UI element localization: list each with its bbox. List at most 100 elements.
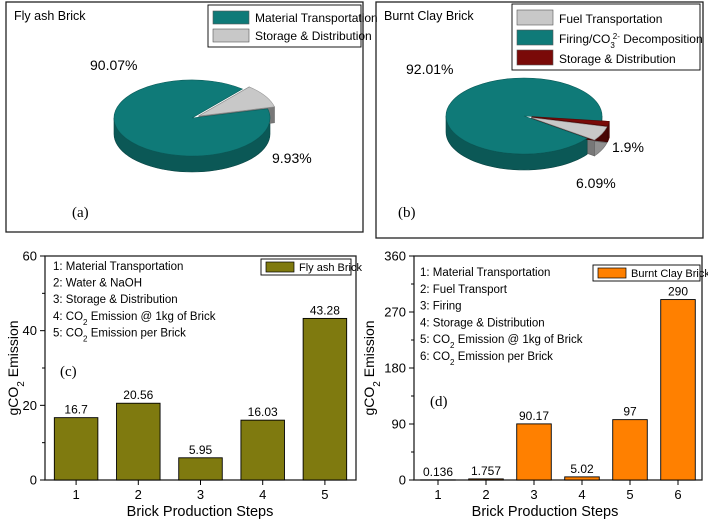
pie-b-value-0: 6.09% — [576, 175, 616, 191]
pie-a-value-0: 90.07% — [90, 57, 137, 73]
panel-a-title: Fly ash Brick — [14, 9, 86, 23]
bars-d: 0.136 1.757 90.17 5.02 97 290 — [420, 285, 696, 481]
y-tick-label-40: 40 — [23, 323, 37, 338]
pie-a: 90.07% 9.93% — [90, 57, 312, 173]
x-tick-label-2: 2 — [135, 487, 142, 502]
bar-value-2: 1.757 — [471, 464, 501, 478]
panel-b-title: Burnt Clay Brick — [384, 9, 474, 23]
pie-b-value-2: 1.9% — [612, 139, 644, 155]
pie-slice-2 — [531, 116, 610, 127]
legend-b-swatch-1 — [516, 29, 554, 46]
bar-legend-swatch — [265, 261, 295, 273]
bar-3 — [516, 423, 552, 481]
bar-value-4: 5.02 — [570, 462, 594, 476]
pie-a-value-1: 9.93% — [272, 150, 312, 166]
y-tick-label-360: 360 — [384, 249, 406, 264]
legend-d: Burnt Clay Brick — [592, 264, 708, 282]
x-tick-label-6: 6 — [674, 487, 681, 502]
legend-swatch-1 — [212, 28, 250, 43]
note-1: 1: Material Transportation — [53, 261, 183, 273]
bar-5 — [612, 419, 648, 481]
y-tick-label-180: 180 — [384, 361, 406, 376]
bar-legend-swatch — [597, 267, 627, 279]
panel-a-label: (a) — [72, 205, 89, 221]
legend-a: Material Transportation Storage & Distrib… — [207, 4, 378, 48]
notes-c: 1: Material Transportation 2: Water & NaO… — [53, 261, 216, 343]
note-4: 4: Storage & Distribution — [420, 317, 545, 329]
pie-slice-0 — [531, 117, 608, 141]
legend-label-0: Material Transportation — [255, 11, 378, 25]
pie-b: 92.01% 1.9% 6.09% — [406, 61, 644, 191]
bar-value-5: 97 — [623, 405, 637, 419]
panel-a-frame — [5, 1, 364, 233]
legend-b: Fuel Transportation Firing/CO32- Decompos… — [511, 3, 703, 71]
legend-label-1: Storage & Distribution — [255, 29, 372, 43]
y-tick-label-270: 270 — [384, 305, 406, 320]
panel-b-label: (b) — [398, 205, 416, 221]
pie-slice-1 — [198, 86, 275, 117]
legend-b-label-2: Storage & Distribution — [559, 52, 676, 66]
legend-b-label-1: Firing/CO32- Decomposition — [559, 32, 703, 50]
y-tick-label-0: 0 — [399, 473, 406, 488]
note-1: 1: Material Transportation — [420, 267, 550, 279]
pie-slice-1 — [445, 77, 603, 155]
y-tick-label-20: 20 — [23, 398, 37, 413]
x-tick-label-2: 2 — [482, 487, 489, 502]
note-2: 2: Fuel Transport — [420, 284, 508, 296]
x-tick-label-3: 3 — [197, 487, 204, 502]
panel-c-ylabel: gCO2 Emission — [5, 320, 27, 415]
note-3: 3: Storage & Distribution — [53, 294, 178, 306]
legend-c: Fly ash Brick — [260, 258, 362, 276]
x-tick-label-4: 4 — [259, 487, 266, 502]
bar-value-6: 290 — [668, 285, 688, 299]
axes-d: 1 2 3 4 5 6 0 90 180 270 360 — [384, 249, 681, 503]
bar-2 — [116, 402, 161, 481]
notes-d: 1: Material Transportation 2: Fuel Transp… — [420, 267, 583, 367]
bar-4 — [564, 476, 600, 481]
note-6: 6: CO2 Emission per Brick — [420, 351, 553, 367]
x-tick-label-5: 5 — [321, 487, 328, 502]
panel-d: 0.136 1.757 90.17 5.02 97 290 1 2 3 4 5 6 0 90 180 270… — [361, 249, 708, 521]
bar-value-5: 43.28 — [310, 303, 340, 317]
panel-c-xlabel: Brick Production Steps — [127, 504, 274, 520]
panel-c: 16.7 20.56 5.95 16.03 43.28 1 2 3 4 5 0 20 40 60 1: … — [5, 249, 362, 521]
bar-value-1: 16.7 — [64, 403, 88, 417]
bar-legend-label: Fly ash Brick — [299, 262, 362, 274]
panel-c-label: (c) — [60, 364, 77, 380]
x-tick-label-4: 4 — [578, 487, 585, 502]
bars-c: 16.7 20.56 5.95 16.03 43.28 — [53, 303, 348, 481]
note-2: 2: Water & NaOH — [53, 278, 142, 290]
bar-value-3: 5.95 — [189, 443, 213, 457]
y-tick-label-60: 60 — [23, 249, 37, 264]
axes-c: 1 2 3 4 5 0 20 40 60 — [23, 249, 329, 503]
legend-swatch-0 — [212, 10, 250, 25]
bar-6 — [660, 299, 696, 481]
panel-b-frame — [375, 1, 704, 239]
bar-value-2: 20.56 — [123, 388, 153, 402]
bar-value-1: 0.136 — [423, 465, 453, 479]
panel-d-ylabel: gCO2 Emission — [361, 320, 383, 415]
legend-b-label-0: Fuel Transportation — [559, 12, 662, 26]
pie-b-value-1: 92.01% — [406, 61, 453, 77]
panel-b: Burnt Clay Brick (b) 92.01% 1.9% 6.09% Fue… — [375, 1, 704, 239]
panel-d-xlabel: Brick Production Steps — [472, 504, 619, 520]
note-4: 4: CO2 Emission @ 1kg of Brick — [53, 311, 216, 327]
bar-value-3: 90.17 — [519, 409, 549, 423]
x-tick-label-1: 1 — [72, 487, 79, 502]
x-tick-label-5: 5 — [626, 487, 633, 502]
bar-4 — [240, 419, 285, 481]
y-tick-label-90: 90 — [392, 417, 406, 432]
bar-5 — [302, 317, 348, 481]
note-5: 5: CO2 Emission @ 1kg of Brick — [420, 334, 583, 350]
note-5: 5: CO2 Emission per Brick — [53, 327, 186, 343]
bar-value-4: 16.03 — [248, 405, 278, 419]
legend-b-swatch-2 — [516, 49, 554, 66]
panel-d-label: (d) — [430, 394, 448, 410]
y-tick-label-0: 0 — [30, 473, 37, 488]
bar-3 — [178, 457, 223, 481]
pie-slice-0 — [113, 79, 271, 157]
bar-legend-label: Burnt Clay Brick — [631, 268, 708, 280]
bar-1 — [53, 417, 99, 481]
x-tick-label-1: 1 — [434, 487, 441, 502]
